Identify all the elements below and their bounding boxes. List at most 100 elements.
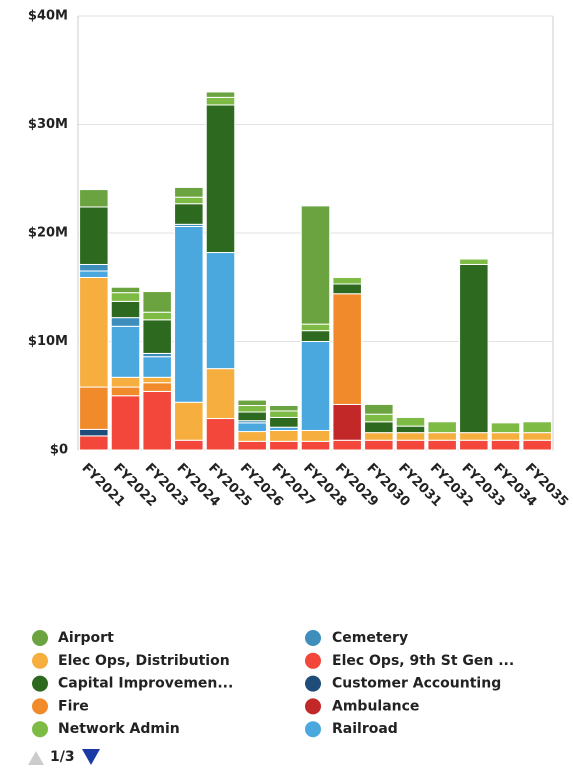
bar-segment <box>459 263 489 434</box>
bar-segment <box>364 413 394 423</box>
bar-segment <box>110 325 141 378</box>
legend-swatch <box>32 630 48 646</box>
legend-next[interactable] <box>82 749 100 765</box>
bar-segment <box>364 403 394 415</box>
bar-segment <box>237 440 267 451</box>
bar-segment <box>395 416 426 427</box>
bar-segment <box>332 276 362 285</box>
bar-segment <box>364 439 394 451</box>
bar-segment <box>79 263 109 272</box>
bar-segment <box>364 432 394 441</box>
legend-prev[interactable] <box>28 751 44 765</box>
bar-segment <box>237 405 267 413</box>
bar-segment <box>332 439 362 451</box>
bar-segment <box>332 293 362 405</box>
bar-segment <box>205 418 236 451</box>
bar-segment <box>142 356 172 378</box>
bar-segment <box>427 421 457 434</box>
bar-segment <box>174 203 204 225</box>
bar-segment <box>237 399 267 407</box>
bar-segment <box>205 96 236 106</box>
bar-segment <box>142 291 172 313</box>
legend-swatch <box>305 652 321 669</box>
legend-swatch <box>305 675 321 692</box>
bar-segment <box>110 317 141 327</box>
bar-segment <box>490 422 521 434</box>
bar-segment <box>110 395 141 451</box>
bar-segment <box>269 405 299 412</box>
bar-segment <box>300 341 331 431</box>
bar-segment <box>174 186 204 198</box>
legend-swatch <box>305 721 321 738</box>
bar-segment <box>205 104 236 254</box>
bar-segment <box>237 431 267 442</box>
bar-segment <box>269 429 299 442</box>
bar-segment <box>522 432 552 441</box>
bar-segment <box>110 292 141 302</box>
legend-swatch <box>305 698 321 715</box>
bar-segment <box>110 300 141 319</box>
bar-segment <box>142 382 172 392</box>
bar-segment <box>237 422 267 433</box>
bar-segment <box>174 196 204 205</box>
bar-segment <box>79 189 109 208</box>
bar-segment <box>459 432 489 441</box>
bar-segment <box>79 386 109 430</box>
bar-segment <box>364 421 394 434</box>
bar-segment <box>490 439 521 451</box>
legend-label: Fire <box>58 698 89 714</box>
y-tick-label: $10M <box>28 334 68 349</box>
bar-segment <box>395 439 426 451</box>
bar-segment <box>79 276 109 388</box>
bar-segment <box>174 401 204 441</box>
legend-label: Ambulance <box>332 698 419 714</box>
bar-segment <box>79 270 109 278</box>
bar-segment <box>110 286 141 294</box>
bar-segment <box>490 432 521 441</box>
legend-swatch <box>32 675 48 692</box>
bar-segment <box>427 432 457 441</box>
y-tick-label: $20M <box>28 226 68 241</box>
y-tick-label: $0 <box>50 443 68 458</box>
bar-segment <box>79 435 109 451</box>
bar-segment <box>522 421 552 434</box>
bar-segment <box>300 440 331 451</box>
bar-segment <box>269 440 299 451</box>
bar-segment <box>395 432 426 441</box>
bar-segment <box>300 429 331 442</box>
legend-swatch <box>305 630 321 646</box>
bar-segment <box>205 91 236 98</box>
bar-segment <box>205 368 236 420</box>
legend-label: Railroad <box>332 721 398 737</box>
bar-segment <box>142 376 172 384</box>
bar-segment <box>522 439 552 451</box>
bar-segment <box>142 319 172 354</box>
legend-label: Customer Accounting <box>332 676 501 692</box>
bar-segment <box>142 390 172 451</box>
legend-label: Capital Improvemen... <box>58 676 233 692</box>
y-tick-label: $40M <box>28 9 68 24</box>
bar-segment <box>427 439 457 451</box>
bar-segment <box>269 416 299 428</box>
y-tick-label: $30M <box>28 117 68 132</box>
legend-swatch <box>32 721 48 738</box>
bar-segment <box>142 311 172 321</box>
bar-segment <box>174 439 204 451</box>
bar-segment <box>459 258 489 265</box>
bar-segment <box>79 206 109 265</box>
legend-page: 1/3 <box>50 749 75 765</box>
bar-segment <box>237 411 267 422</box>
bar-segment <box>395 425 426 434</box>
legend-label: Network Admin <box>58 721 180 737</box>
legend-swatch <box>32 652 48 669</box>
legend-label: Airport <box>58 630 114 646</box>
bar-segment <box>300 205 331 325</box>
bar-segment <box>79 428 109 437</box>
bar-segment <box>205 252 236 370</box>
legend-label: Cemetery <box>332 630 408 646</box>
bar-segment <box>332 403 362 441</box>
bar-segment <box>110 386 141 397</box>
bar-segment <box>110 376 141 388</box>
bar-segment <box>269 410 299 418</box>
